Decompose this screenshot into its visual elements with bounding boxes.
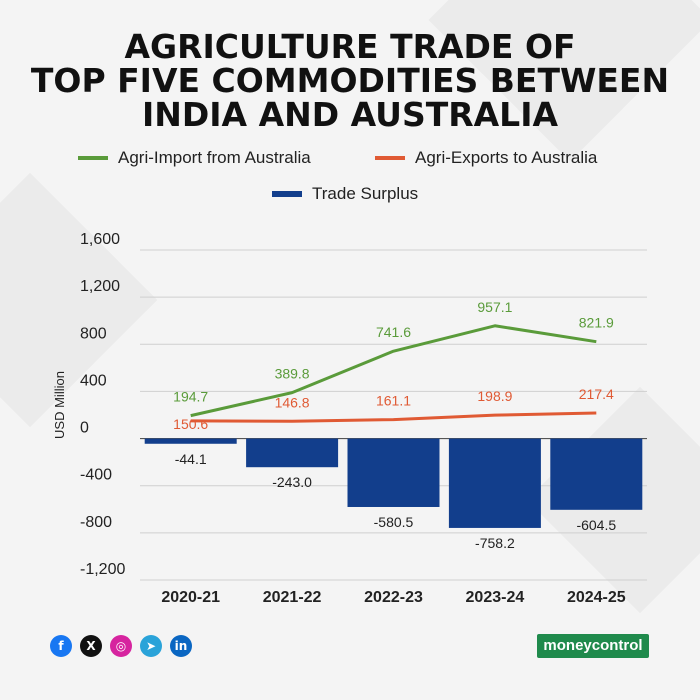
surplus-bar: [448, 438, 541, 528]
y-tick-label: -800: [80, 514, 112, 531]
surplus-data-label: -580.5: [374, 514, 414, 530]
y-tick-label: 1,200: [80, 278, 120, 295]
export-data-label: 198.9: [477, 388, 512, 404]
surplus-data-label: -44.1: [175, 451, 207, 467]
legend-swatch-export: [375, 156, 405, 160]
surplus-data-label: -604.5: [576, 517, 616, 533]
x-icon[interactable]: X: [80, 635, 102, 657]
linkedin-icon[interactable]: in: [170, 635, 192, 657]
y-tick-label: 800: [80, 325, 107, 342]
x-tick-label: 2023-24: [466, 589, 525, 606]
legend-swatch-import: [78, 156, 108, 160]
x-tick-label: 2022-23: [364, 589, 423, 606]
legend-item-import: Agri-Import from Australia: [78, 148, 311, 168]
export-data-label: 161.1: [376, 393, 411, 409]
x-tick-label: 2024-25: [567, 589, 626, 606]
x-tick-label: 2021-22: [263, 589, 322, 606]
x-tick-label: 2020-21: [161, 589, 220, 606]
legend-label-import: Agri-Import from Australia: [118, 148, 311, 167]
export-data-label: 217.4: [579, 386, 614, 402]
surplus-data-label: -243.0: [272, 474, 312, 490]
surplus-bar: [246, 438, 339, 468]
y-tick-label: 400: [80, 372, 107, 389]
export-data-label: 150.6: [173, 416, 208, 432]
chart-title: AGRICULTURE TRADE OF TOP FIVE COMMODITIE…: [0, 30, 700, 132]
import-data-label: 194.7: [173, 389, 208, 405]
export-line: [190, 411, 597, 423]
import-data-label: 389.8: [275, 366, 310, 382]
y-tick-label: 0: [80, 420, 89, 437]
import-data-label: 821.9: [579, 315, 614, 331]
y-tick-label: -1,200: [80, 561, 125, 578]
brand-logo: moneycontrol: [537, 634, 649, 658]
surplus-bar: [347, 438, 440, 507]
legend-label-surplus: Trade Surplus: [312, 184, 419, 203]
legend-item-export: Agri-Exports to Australia: [375, 148, 597, 168]
surplus-data-label: -758.2: [475, 535, 515, 551]
y-tick-label: -400: [80, 467, 112, 484]
title-line-3: INDIA AND AUSTRALIA: [141, 95, 559, 134]
instagram-icon[interactable]: ◎: [110, 635, 132, 657]
y-tick-label: 1,600: [80, 231, 120, 248]
export-data-label: 146.8: [275, 394, 310, 410]
telegram-icon[interactable]: ➤: [140, 635, 162, 657]
surplus-bar: [550, 438, 643, 510]
title-line-1: AGRICULTURE TRADE OF: [124, 27, 576, 66]
surplus-bar: [144, 438, 237, 444]
import-data-label: 741.6: [376, 324, 411, 340]
y-axis-label: USD Million: [52, 371, 67, 439]
legend-label-export: Agri-Exports to Australia: [415, 148, 598, 167]
legend-swatch-surplus: [272, 191, 302, 197]
facebook-icon[interactable]: f: [50, 635, 72, 657]
title-line-2: TOP FIVE COMMODITIES BETWEEN: [30, 61, 670, 100]
import-data-label: 957.1: [477, 299, 512, 315]
legend-item-surplus: Trade Surplus: [272, 184, 418, 204]
import-line: [190, 324, 597, 418]
